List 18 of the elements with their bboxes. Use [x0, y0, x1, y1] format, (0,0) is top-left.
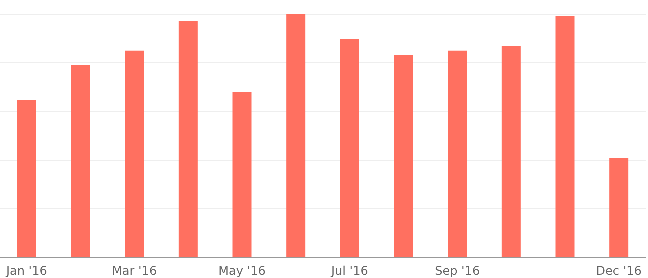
- x-tick-label: Mar '16: [112, 264, 158, 278]
- bar: [286, 14, 306, 257]
- bar: [340, 39, 360, 257]
- x-tick-label: Jan '16: [5, 264, 48, 278]
- bar: [502, 46, 521, 257]
- x-tick-label: May '16: [218, 264, 266, 278]
- x-tick-label: Sep '16: [435, 264, 480, 278]
- bar: [610, 158, 629, 257]
- bar: [556, 16, 575, 257]
- bar: [232, 92, 252, 257]
- bar: [125, 50, 144, 257]
- x-tick-label: Dec '16: [596, 264, 642, 278]
- bar: [17, 100, 36, 257]
- bar: [394, 55, 414, 257]
- x-tick-label: Jul '16: [330, 264, 368, 278]
- bar: [448, 50, 468, 257]
- bar: [71, 65, 90, 257]
- bar: [178, 21, 198, 257]
